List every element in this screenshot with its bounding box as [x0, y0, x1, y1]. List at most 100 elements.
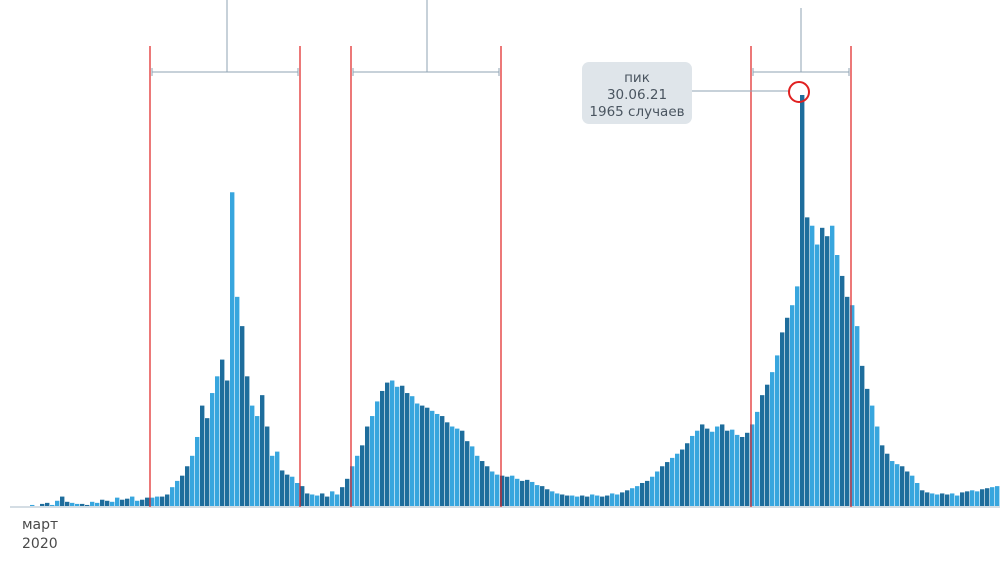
bar [680, 449, 685, 506]
bar [395, 386, 400, 506]
bar [180, 475, 185, 506]
bar [345, 478, 350, 506]
bar [800, 95, 805, 506]
bar [900, 466, 905, 506]
bar [30, 504, 35, 506]
bars [30, 95, 1000, 507]
bar [895, 464, 900, 506]
bar [540, 486, 545, 506]
bar [755, 411, 760, 506]
bar [220, 359, 225, 506]
bar [300, 486, 305, 506]
bar [310, 494, 315, 506]
bar [600, 496, 605, 506]
bar [920, 490, 925, 506]
bar [390, 380, 395, 506]
bar [980, 489, 985, 506]
bar [950, 493, 955, 506]
bar [915, 482, 920, 506]
bar [585, 496, 590, 506]
bar [250, 405, 255, 506]
bar [740, 436, 745, 506]
bar [810, 225, 815, 506]
bar [960, 492, 965, 506]
bar [265, 426, 270, 506]
bar [995, 486, 1000, 506]
bar [925, 492, 930, 506]
callout-text: 1965 случаев [589, 104, 684, 120]
bar [195, 436, 200, 506]
x-start-year: 2020 [22, 536, 58, 552]
bar [720, 424, 725, 506]
bar [545, 489, 550, 506]
bar [400, 385, 405, 506]
bar [975, 491, 980, 506]
bar [140, 499, 145, 506]
bar [410, 396, 415, 506]
bar [940, 493, 945, 506]
bar [460, 430, 465, 506]
bar [235, 296, 240, 506]
bar [730, 429, 735, 506]
peak-circle [788, 81, 810, 103]
bar [95, 502, 100, 506]
bar [690, 435, 695, 506]
bar [420, 405, 425, 506]
bar [850, 305, 855, 506]
bar [835, 255, 840, 506]
bar [145, 497, 150, 506]
bar [200, 405, 205, 506]
bar [745, 432, 750, 506]
bar [815, 244, 820, 506]
bar [365, 426, 370, 506]
bar [125, 498, 130, 506]
bar [750, 424, 755, 506]
bar [525, 479, 530, 506]
bar [90, 501, 95, 506]
bar [495, 474, 500, 506]
bar [570, 495, 575, 506]
bar [255, 416, 260, 506]
bar [375, 401, 380, 506]
bar [290, 476, 295, 506]
bar [175, 480, 180, 506]
bar [805, 217, 810, 507]
bar [505, 476, 510, 506]
bar [780, 332, 785, 506]
x-start-month: март [22, 517, 58, 533]
bar [990, 487, 995, 506]
bar [350, 466, 355, 506]
bar [330, 491, 335, 506]
bracket [752, 8, 850, 76]
bar [520, 480, 525, 506]
bar [170, 487, 175, 506]
bar [470, 446, 475, 506]
bar [355, 455, 360, 506]
bar [660, 466, 665, 506]
bar [905, 471, 910, 506]
bar [970, 490, 975, 506]
bar [825, 236, 830, 506]
bar [485, 466, 490, 506]
callout-box [582, 62, 692, 124]
bar [40, 503, 45, 506]
bar [575, 496, 580, 506]
bar [465, 441, 470, 506]
bar [60, 496, 65, 506]
bar [845, 296, 850, 506]
bar [450, 426, 455, 506]
bar [795, 286, 800, 506]
bar [335, 494, 340, 506]
bar [860, 365, 865, 506]
bar [110, 501, 115, 506]
bar [370, 416, 375, 506]
bar [700, 424, 705, 506]
bar [475, 455, 480, 506]
bar [880, 445, 885, 506]
bar [105, 500, 110, 506]
bar [120, 499, 125, 506]
bar [445, 422, 450, 506]
bar [625, 490, 630, 506]
bar [785, 317, 790, 506]
